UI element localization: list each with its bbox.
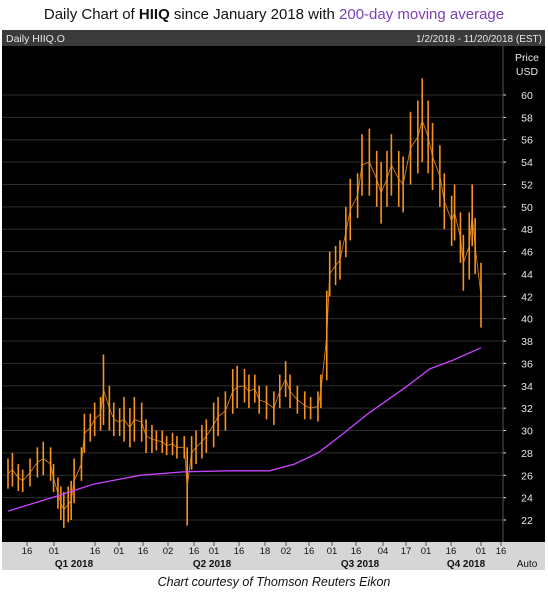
quarter-label: Q4 2018 (447, 559, 486, 570)
y-tick-label: 50 (521, 202, 533, 214)
quarter-label: Q3 2018 (341, 559, 380, 570)
x-tick-label: 01 (114, 546, 125, 557)
y-axis-unit: USD (516, 66, 539, 78)
quarter-label: Q2 2018 (193, 559, 232, 570)
y-tick-label: 44 (521, 269, 533, 281)
quarter-label: Q1 2018 (55, 559, 94, 570)
y-tick-label: 40 (521, 314, 533, 326)
scale-mode-label: Auto (517, 559, 538, 570)
x-tick-label: 02 (163, 546, 174, 557)
x-tick-label: 16 (138, 546, 149, 557)
y-tick-label: 58 (521, 112, 533, 124)
y-tick-label: 36 (521, 358, 533, 370)
title-ma-label: 200-day moving average (339, 6, 505, 23)
price-line (7, 118, 482, 511)
y-tick-label: 30 (521, 426, 533, 438)
x-tick-label: 01 (209, 546, 220, 557)
y-tick-label: 32 (521, 403, 533, 415)
x-tick-label: 16 (351, 546, 362, 557)
x-tick-label: 16 (189, 546, 200, 557)
x-tick-label: 16 (22, 546, 33, 557)
title-middle: since January 2018 with (169, 6, 340, 23)
x-tick-label: 16 (446, 546, 457, 557)
title-ticker: HIIQ (138, 6, 170, 23)
chart-caption: Chart courtesy of Thomson Reuters Eikon (157, 575, 391, 589)
x-tick-label: 16 (304, 546, 315, 557)
y-tick-label: 48 (521, 224, 533, 236)
chart-header-bar (2, 30, 545, 46)
x-tick-label: 16 (496, 546, 507, 557)
x-tick-label: 01 (476, 546, 487, 557)
y-tick-label: 38 (521, 336, 533, 348)
y-tick-label: 60 (521, 90, 533, 102)
y-tick-label: 56 (521, 135, 533, 147)
x-tick-label: 16 (90, 546, 101, 557)
y-tick-label: 42 (521, 291, 533, 303)
instrument-label: Daily HIIQ.O (6, 33, 65, 45)
y-tick-label: 34 (521, 381, 533, 393)
y-tick-label: 28 (521, 448, 533, 460)
x-tick-label: 16 (234, 546, 245, 557)
y-tick-label: 24 (521, 493, 533, 505)
y-tick-label: 52 (521, 179, 533, 191)
x-tick-label: 02 (281, 546, 292, 557)
x-tick-label: 01 (421, 546, 432, 557)
chart-background (2, 30, 545, 542)
y-axis-label: Price (515, 52, 539, 64)
x-tick-label: 17 (401, 546, 412, 557)
moving-average-line (7, 347, 482, 512)
x-tick-label: 01 (327, 546, 338, 557)
y-tick-label: 26 (521, 470, 533, 482)
y-tick-label: 54 (521, 157, 533, 169)
time-axis-bar (2, 542, 545, 570)
stock-chart: Daily HIIQ.O 1/2/2018 - 11/20/2018 (EST) 2… (2, 30, 545, 570)
x-tick-label: 04 (378, 546, 389, 557)
date-range-label: 1/2/2018 - 11/20/2018 (EST) (416, 34, 542, 45)
chart-title: Daily Chart of HIIQ since January 2018 w… (0, 6, 548, 23)
x-tick-label: 18 (260, 546, 271, 557)
y-tick-label: 46 (521, 247, 533, 259)
title-prefix: Daily Chart of (43, 6, 139, 23)
y-tick-label: 22 (521, 515, 533, 527)
x-tick-label: 01 (49, 546, 60, 557)
